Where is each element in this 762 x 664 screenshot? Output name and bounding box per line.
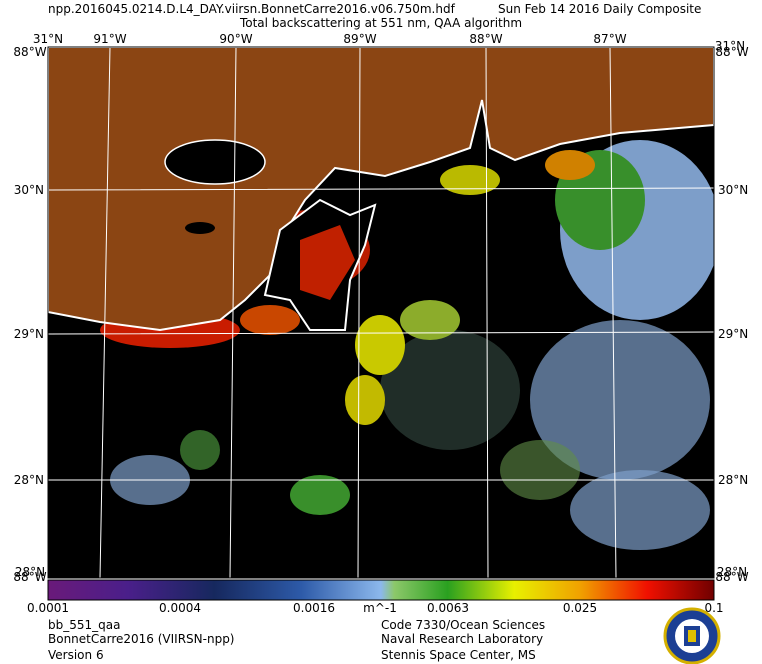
- lon-label: 31°N: [715, 39, 745, 53]
- footer-text: Version 6: [48, 648, 104, 662]
- colorbar-unit: m^-1: [363, 601, 397, 615]
- logo: [663, 607, 721, 664]
- colorbar-label: 0.0001: [27, 601, 69, 615]
- lat-label: 28°N: [718, 473, 748, 487]
- title: Total backscattering at 551 nm, QAA algo…: [239, 16, 522, 30]
- footer-text: Naval Research Laboratory: [381, 632, 543, 646]
- corner-label: 88°W: [715, 45, 748, 59]
- colorbar-label: 0.0016: [293, 601, 335, 615]
- lon-label: 91°W: [93, 32, 126, 46]
- colorbar-label: 0.1: [704, 601, 723, 615]
- lon-label: 87°W: [593, 32, 626, 46]
- colorbar: [47, 579, 715, 601]
- lat-label: 30°N: [14, 183, 44, 197]
- lat-label: 30°N: [718, 183, 748, 197]
- lon-label: 90°W: [219, 32, 252, 46]
- lat-label: 29°N: [14, 327, 44, 341]
- colorbar-label: 0.0004: [159, 601, 201, 615]
- lon-label: 89°W: [343, 32, 376, 46]
- lat-label: 28°N: [14, 473, 44, 487]
- corner-label: 28°N: [717, 565, 747, 579]
- colorbar-label: 0.0063: [427, 601, 469, 615]
- footer-text: Code 7330/Ocean Sciences: [381, 618, 545, 632]
- footer-text: BonnetCarre2016 (VIIRSN-npp): [48, 632, 235, 646]
- footer-text: bb_551_qaa: [48, 618, 120, 632]
- footer-text: Stennis Space Center, MS: [381, 648, 536, 662]
- colorbar-label: 0.025: [563, 601, 597, 615]
- file-name: npp.2016045.0214.D.L4_DAY.viirsn.BonnetC…: [48, 2, 456, 16]
- corner-label: 88°W: [13, 570, 46, 584]
- lon-label: 88°W: [469, 32, 502, 46]
- map: [48, 47, 714, 578]
- lat-label: 29°N: [718, 327, 748, 341]
- corner-label: 28°N: [15, 565, 45, 579]
- corner-label: 88°W: [13, 45, 46, 59]
- corner-label: 88°W: [715, 570, 748, 584]
- date: Sun Feb 14 2016 Daily Composite: [498, 2, 701, 16]
- lon-label: 31°N: [33, 32, 63, 46]
